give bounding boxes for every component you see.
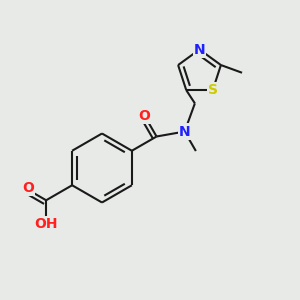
Text: N: N bbox=[194, 43, 205, 56]
Text: S: S bbox=[208, 83, 218, 97]
Text: N: N bbox=[179, 124, 190, 139]
Text: O: O bbox=[138, 109, 150, 122]
Text: OH: OH bbox=[34, 217, 58, 231]
Text: O: O bbox=[22, 181, 34, 194]
